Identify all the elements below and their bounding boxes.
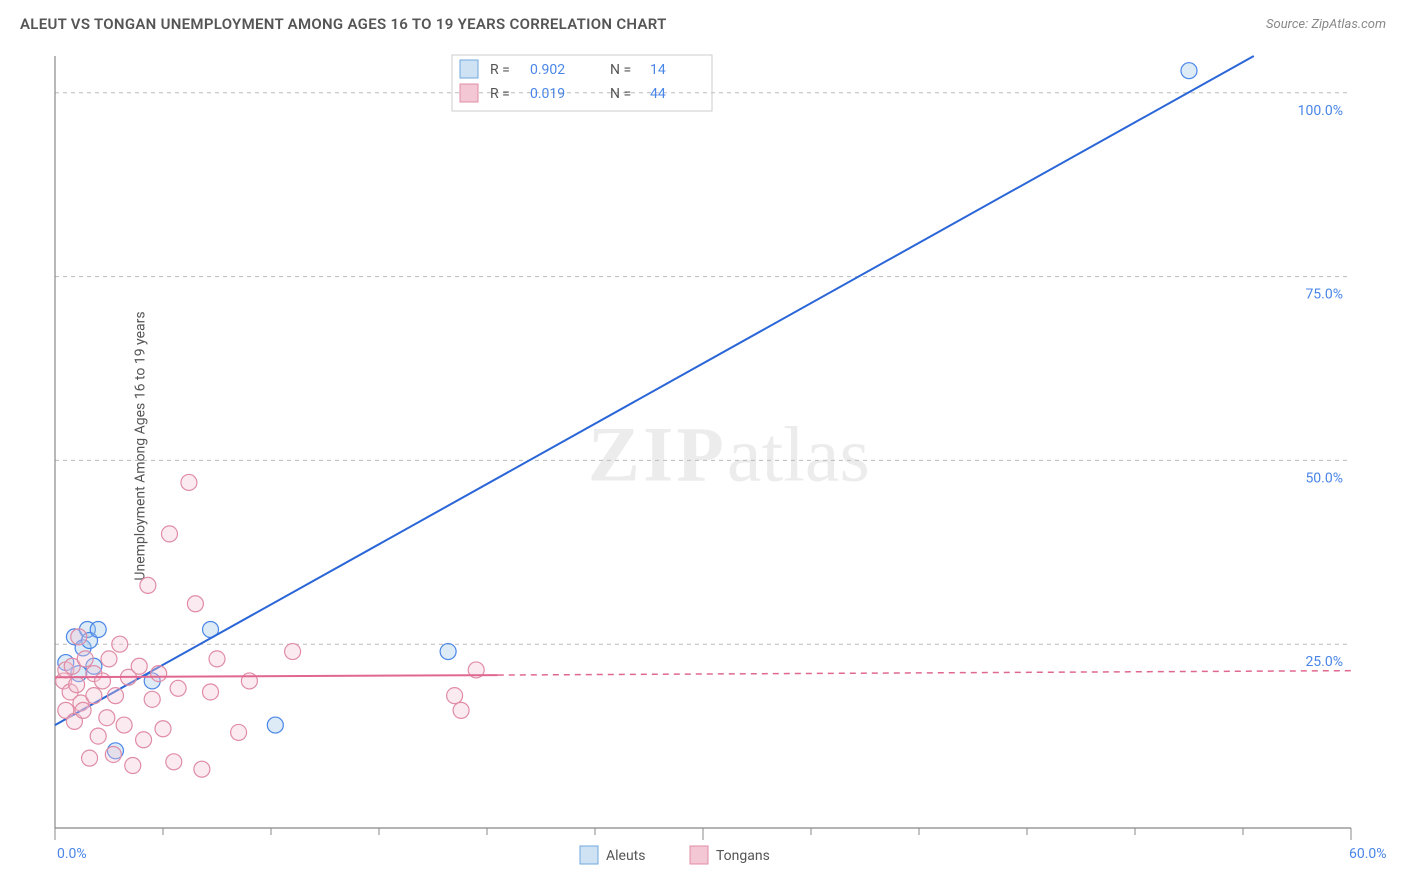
data-point: [209, 651, 225, 667]
svg-text:N =: N =: [610, 86, 631, 102]
stat-swatch: [460, 60, 478, 78]
svg-text:100.0%: 100.0%: [1298, 103, 1343, 119]
data-point: [447, 688, 463, 704]
data-point: [95, 673, 111, 689]
data-point: [1181, 63, 1197, 79]
data-point: [136, 732, 152, 748]
data-point: [77, 651, 93, 667]
data-point: [194, 761, 210, 777]
data-point: [131, 658, 147, 674]
data-point: [82, 750, 98, 766]
data-point: [90, 728, 106, 744]
data-point: [105, 746, 121, 762]
trend-line-extrapolated: [498, 671, 1351, 675]
data-point: [107, 688, 123, 704]
data-point: [69, 677, 85, 693]
svg-text:N =: N =: [610, 62, 631, 78]
data-point: [155, 721, 171, 737]
trend-line: [55, 56, 1254, 725]
data-point: [203, 684, 219, 700]
svg-text:75.0%: 75.0%: [1305, 287, 1343, 303]
data-point: [140, 577, 156, 593]
data-point: [231, 724, 247, 740]
data-point: [99, 710, 115, 726]
data-point: [90, 621, 106, 637]
svg-text:ZIPatlas: ZIPatlas: [588, 411, 870, 498]
legend-label: Tongans: [716, 848, 770, 864]
data-point: [440, 644, 456, 660]
correlation-scatter-chart: ZIPatlas 25.0% 50.0% 75.0% 100.0% 0.0% 60.0% R …: [0, 0, 1406, 892]
data-point: [161, 526, 177, 542]
data-point: [181, 474, 197, 490]
svg-text:14: 14: [650, 62, 666, 78]
svg-text:R =: R =: [490, 86, 510, 102]
data-point: [116, 717, 132, 733]
svg-text:R =: R =: [490, 62, 510, 78]
data-point: [86, 688, 102, 704]
data-point: [101, 651, 117, 667]
data-point: [144, 691, 160, 707]
data-point: [125, 758, 141, 774]
data-point: [71, 629, 87, 645]
svg-text:44: 44: [650, 86, 666, 102]
data-point: [151, 666, 167, 682]
data-point: [170, 680, 186, 696]
svg-text:0.019: 0.019: [530, 86, 565, 102]
stat-swatch: [460, 84, 478, 102]
legend-swatch: [580, 846, 598, 864]
legend-label: Aleuts: [606, 848, 645, 864]
svg-text:60.0%: 60.0%: [1349, 846, 1387, 862]
legend-swatch: [690, 846, 708, 864]
svg-text:0.0%: 0.0%: [57, 846, 87, 862]
data-point: [75, 702, 91, 718]
svg-text:50.0%: 50.0%: [1305, 470, 1343, 486]
svg-text:25.0%: 25.0%: [1305, 654, 1343, 670]
data-point: [112, 636, 128, 652]
data-point: [285, 644, 301, 660]
data-point: [267, 717, 283, 733]
data-point: [453, 702, 469, 718]
data-point: [187, 596, 203, 612]
data-point: [166, 754, 182, 770]
svg-text:0.902: 0.902: [530, 62, 565, 78]
